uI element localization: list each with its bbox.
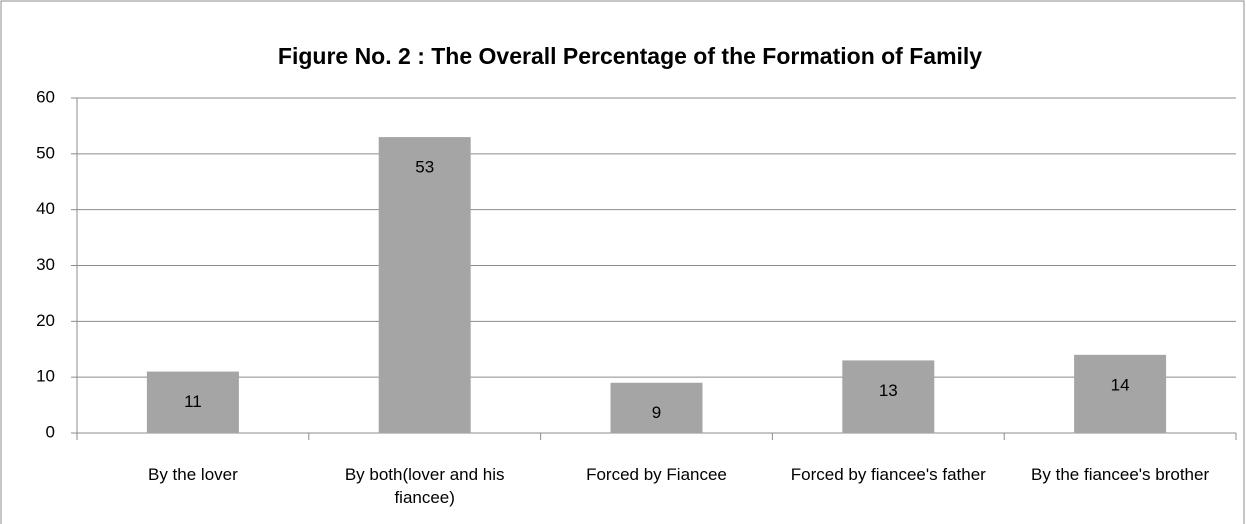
y-tick-label: 20 [36,311,55,330]
y-tick-label: 10 [36,367,55,386]
y-tick-label: 50 [36,143,55,162]
y-tick-label: 40 [36,199,55,218]
x-tick-label: By the fiancee's brother [1031,465,1210,484]
data-label: 13 [879,381,898,400]
bar [146,371,239,433]
x-tick-label: Forced by fiancee's father [790,465,986,484]
y-tick-label: 30 [36,255,55,274]
data-label: 53 [415,158,434,177]
bar [378,137,471,434]
chart-title: Figure No. 2 : The Overall Percentage of… [278,43,982,69]
data-label: 11 [184,392,202,411]
bar [610,382,703,433]
bar [1074,354,1167,433]
data-label: 9 [652,403,661,422]
x-tick-label: By both(lover and his fiancee) [344,465,505,507]
data-label: 14 [1111,375,1130,394]
x-tick-label: By the lover [148,465,238,484]
x-tick-label: Forced by Fiancee [586,465,727,484]
y-tick-label: 60 [36,87,55,106]
bar [842,360,935,433]
y-tick-label: 0 [46,422,55,441]
